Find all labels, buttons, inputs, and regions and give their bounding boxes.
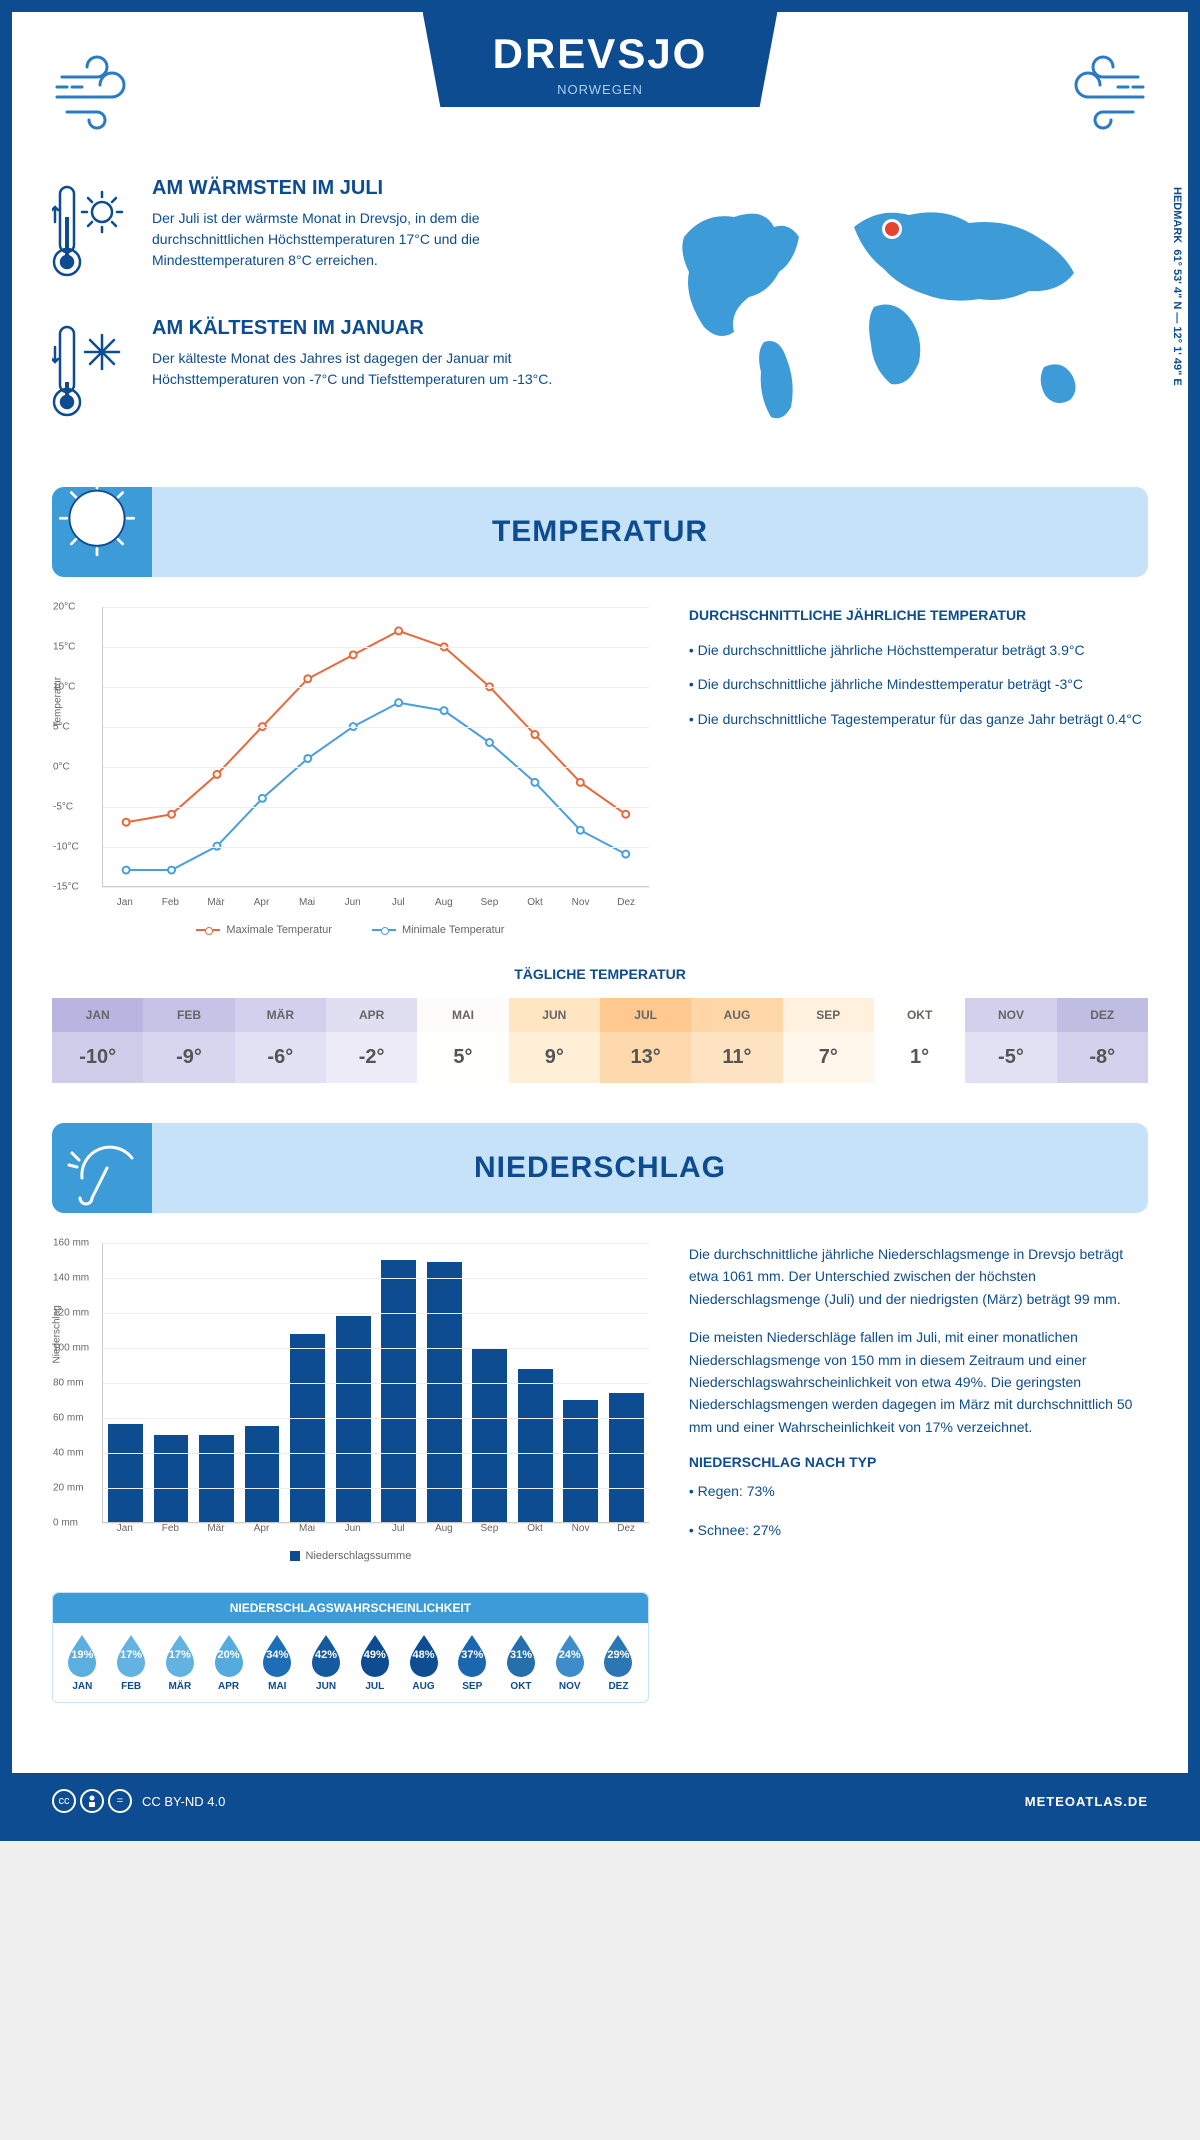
coordinates: HEDMARK 61° 53' 4" N — 12° 1' 49" E <box>1171 187 1183 386</box>
bar <box>290 1334 325 1522</box>
bar <box>199 1435 234 1522</box>
footer: cc = CC BY-ND 4.0 METEOATLAS.DE <box>12 1773 1188 1829</box>
raindrop-icon: 48% <box>406 1633 442 1677</box>
raindrop-icon: 37% <box>454 1633 490 1677</box>
raindrop-icon: 34% <box>259 1633 295 1677</box>
bar <box>245 1426 280 1522</box>
raindrop-icon: 49% <box>357 1633 393 1677</box>
probability-cell: 19%JAN <box>58 1633 107 1692</box>
probability-cell: 37%SEP <box>448 1633 497 1692</box>
probability-cell: 29%DEZ <box>594 1633 643 1692</box>
bar <box>108 1424 143 1522</box>
bar <box>154 1435 189 1522</box>
probability-cell: 31%OKT <box>497 1633 546 1692</box>
precipitation-info: Die durchschnittliche jährliche Niedersc… <box>689 1243 1148 1703</box>
temp-cell: DEZ-8° <box>1057 998 1148 1083</box>
temp-cell: JAN-10° <box>52 998 143 1083</box>
country-subtitle: NORWEGEN <box>493 82 708 97</box>
precipitation-bar-chart: Niederschlag 0 mm20 mm40 mm60 mm80 mm100… <box>52 1243 649 1703</box>
license-text: CC BY-ND 4.0 <box>142 1794 225 1809</box>
warmest-title: AM WÄRMSTEN IM JULI <box>152 177 580 200</box>
raindrop-icon: 17% <box>162 1633 198 1677</box>
cc-license-icons: cc = <box>52 1789 132 1813</box>
temp-cell: MÄR-6° <box>235 998 326 1083</box>
probability-cell: 20%APR <box>204 1633 253 1692</box>
temp-cell: AUG11° <box>691 998 782 1083</box>
raindrop-icon: 24% <box>552 1633 588 1677</box>
bar <box>427 1262 462 1522</box>
temperature-title: TEMPERATUR <box>152 515 1148 549</box>
bar <box>381 1260 416 1522</box>
raindrop-icon: 17% <box>113 1633 149 1677</box>
wind-icon <box>1038 52 1148 132</box>
daily-temperature-table: TÄGLICHE TEMPERATUR JAN-10°FEB-9°MÄR-6°A… <box>52 966 1148 1083</box>
world-map <box>620 177 1148 437</box>
temp-cell: JUN9° <box>509 998 600 1083</box>
probability-cell: 42%JUN <box>302 1633 351 1692</box>
title-banner: DREVSJO NORWEGEN <box>423 12 778 107</box>
probability-cell: 49%JUL <box>350 1633 399 1692</box>
raindrop-icon: 29% <box>600 1633 636 1677</box>
precipitation-section-header: NIEDERSCHLAG <box>52 1123 1148 1213</box>
probability-cell: 17%MÄR <box>155 1633 204 1692</box>
thermometer-cold-icon <box>52 317 132 427</box>
coldest-text: Der kälteste Monat des Jahres ist dagege… <box>152 348 580 390</box>
raindrop-icon: 31% <box>503 1633 539 1677</box>
thermometer-hot-icon <box>52 177 132 287</box>
temp-cell: NOV-5° <box>965 998 1056 1083</box>
bar <box>518 1369 553 1522</box>
sun-icon <box>52 487 152 577</box>
raindrop-icon: 20% <box>211 1633 247 1677</box>
intro-section: AM WÄRMSTEN IM JULI Der Juli ist der wär… <box>52 177 1148 457</box>
temp-cell: SEP7° <box>783 998 874 1083</box>
umbrella-icon <box>52 1123 152 1213</box>
temp-cell: OKT1° <box>874 998 965 1083</box>
bar <box>609 1393 644 1522</box>
temp-cell: APR-2° <box>326 998 417 1083</box>
temperature-line-chart: Temperatur -15°C-10°C-5°C0°C5°C10°C15°C2… <box>52 607 649 936</box>
raindrop-icon: 19% <box>64 1633 100 1677</box>
probability-cell: 17%FEB <box>107 1633 156 1692</box>
bar <box>472 1348 507 1522</box>
probability-cell: 48%AUG <box>399 1633 448 1692</box>
temp-cell: JUL13° <box>600 998 691 1083</box>
temperature-section-header: TEMPERATUR <box>52 487 1148 577</box>
brand-text: METEOATLAS.DE <box>1025 1794 1148 1809</box>
temp-cell: MAI5° <box>417 998 508 1083</box>
warmest-text: Der Juli ist der wärmste Monat in Drevsj… <box>152 208 580 271</box>
probability-cell: 34%MAI <box>253 1633 302 1692</box>
infographic-page: DREVSJO NORWEGEN AM WÄRMSTEN IM JULI Der… <box>0 0 1200 1841</box>
header: DREVSJO NORWEGEN <box>52 52 1148 147</box>
wind-icon <box>52 52 162 132</box>
coldest-title: AM KÄLTESTEN IM JANUAR <box>152 317 580 340</box>
precipitation-probability-box: NIEDERSCHLAGSWAHRSCHEINLICHKEIT 19%JAN17… <box>52 1592 649 1703</box>
city-title: DREVSJO <box>493 30 708 78</box>
warmest-fact: AM WÄRMSTEN IM JULI Der Juli ist der wär… <box>52 177 580 287</box>
raindrop-icon: 42% <box>308 1633 344 1677</box>
temp-cell: FEB-9° <box>143 998 234 1083</box>
probability-cell: 24%NOV <box>545 1633 594 1692</box>
precipitation-title: NIEDERSCHLAG <box>152 1151 1148 1185</box>
temperature-info: DURCHSCHNITTLICHE JÄHRLICHE TEMPERATUR •… <box>689 607 1148 936</box>
coldest-fact: AM KÄLTESTEN IM JANUAR Der kälteste Mona… <box>52 317 580 427</box>
chart-legend: Maximale Temperatur Minimale Temperatur <box>52 924 649 936</box>
